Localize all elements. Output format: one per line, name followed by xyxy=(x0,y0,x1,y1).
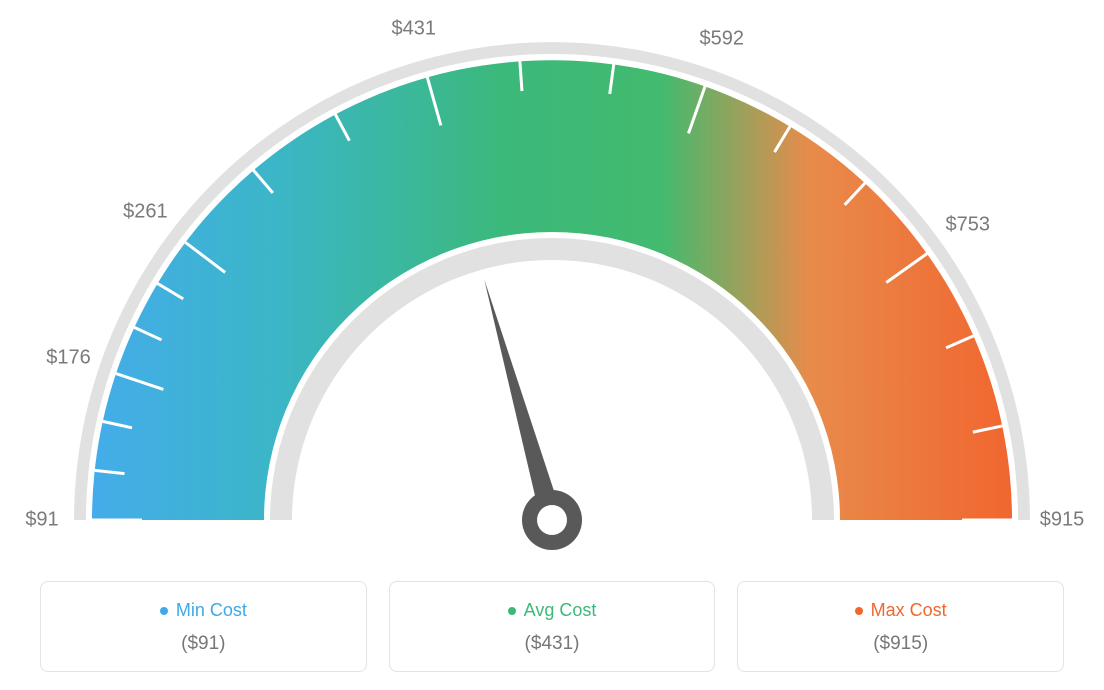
legend-dot-max xyxy=(855,607,863,615)
gauge-tick-label: $261 xyxy=(123,201,168,224)
legend-title-max: Max Cost xyxy=(855,600,947,621)
legend-label-avg: Avg Cost xyxy=(524,600,597,621)
legend-card-avg: Avg Cost ($431) xyxy=(389,581,716,672)
gauge-tick-label: $176 xyxy=(46,346,91,369)
legend-card-min: Min Cost ($91) xyxy=(40,581,367,672)
gauge-tick-label: $592 xyxy=(700,28,745,51)
legend-value-min: ($91) xyxy=(51,633,356,655)
gauge-svg xyxy=(0,0,1104,570)
gauge-tick-label: $753 xyxy=(946,213,991,236)
legend-dot-avg xyxy=(508,607,516,615)
cost-gauge: $91 $176 $261 $431 $592 $753 $915 xyxy=(0,0,1104,570)
gauge-tick-label: $915 xyxy=(1040,509,1085,532)
legend-title-avg: Avg Cost xyxy=(508,600,597,621)
legend-label-min: Min Cost xyxy=(176,600,247,621)
legend-card-max: Max Cost ($915) xyxy=(737,581,1064,672)
legend-title-min: Min Cost xyxy=(160,600,247,621)
legend-dot-min xyxy=(160,607,168,615)
legend-value-max: ($915) xyxy=(748,633,1053,655)
legend-row: Min Cost ($91) Avg Cost ($431) Max Cost … xyxy=(40,581,1064,672)
gauge-tick-label: $91 xyxy=(25,509,58,532)
legend-label-max: Max Cost xyxy=(871,600,947,621)
gauge-tick-label: $431 xyxy=(392,18,437,41)
legend-value-avg: ($431) xyxy=(400,633,705,655)
